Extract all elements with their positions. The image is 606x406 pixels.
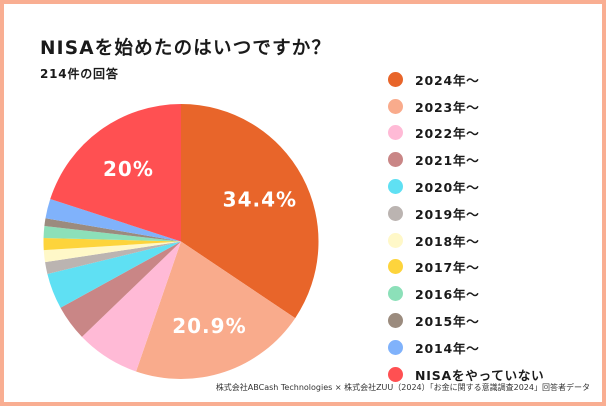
legend-label: 2020年〜 bbox=[415, 180, 480, 196]
legend-label: 2024年〜 bbox=[415, 72, 480, 88]
legend-color-dot-icon bbox=[388, 205, 403, 221]
pie-slice-2 bbox=[81, 241, 181, 372]
slice-data-label-11: 20% bbox=[103, 157, 154, 181]
legend-label: 2022年〜 bbox=[415, 126, 480, 142]
pie-slice-0 bbox=[181, 104, 319, 319]
legend-color-dot-icon bbox=[388, 313, 403, 329]
source-footer: 株式会社ABCash Technologies × 株式会社ZUU（2024）「… bbox=[215, 383, 590, 392]
pie-slice-3 bbox=[60, 241, 182, 337]
legend-color-dot-icon bbox=[388, 152, 403, 168]
legend-color-dot-icon bbox=[388, 366, 403, 382]
legend-label: 2016年〜 bbox=[415, 287, 480, 303]
pie-slice-4 bbox=[47, 241, 182, 308]
legend-color-dot-icon bbox=[388, 98, 403, 114]
legend-color-dot-icon bbox=[388, 71, 403, 87]
legend: 2024年〜 2023年〜 2022年〜 2021年〜 2020年〜 2019年〜 2018… bbox=[388, 66, 544, 388]
legend-label: 2015年〜 bbox=[415, 314, 480, 330]
response-count: 214件の回答 bbox=[40, 67, 119, 81]
pie-slice-11 bbox=[50, 104, 181, 242]
pie-slice-10 bbox=[45, 199, 181, 242]
legend-item: 2017年〜 bbox=[388, 254, 544, 281]
legend-color-dot-icon bbox=[388, 179, 403, 195]
legend-item: 2020年〜 bbox=[388, 173, 544, 200]
legend-label: NISAをやっていない bbox=[415, 367, 545, 383]
legend-item: 2018年〜 bbox=[388, 227, 544, 254]
legend-label: 2018年〜 bbox=[415, 233, 480, 249]
legend-color-dot-icon bbox=[388, 339, 403, 355]
legend-color-dot-icon bbox=[388, 232, 403, 248]
legend-item: 2019年〜 bbox=[388, 200, 544, 227]
pie-slice-9 bbox=[44, 218, 181, 242]
legend-item: 2022年〜 bbox=[388, 120, 544, 147]
slice-data-label-1: 20.9% bbox=[172, 314, 246, 338]
legend-item: 2024年〜 bbox=[388, 66, 544, 93]
legend-item: 2021年〜 bbox=[388, 146, 544, 173]
legend-color-dot-icon bbox=[388, 125, 403, 141]
legend-label: 2023年〜 bbox=[415, 99, 480, 115]
legend-label: 2019年〜 bbox=[415, 206, 480, 222]
legend-color-dot-icon bbox=[388, 259, 403, 275]
legend-item: 2015年〜 bbox=[388, 307, 544, 334]
legend-color-dot-icon bbox=[388, 286, 403, 302]
legend-item: 2023年〜 bbox=[388, 93, 544, 120]
legend-label: 2014年〜 bbox=[415, 340, 480, 356]
legend-label: 2017年〜 bbox=[415, 260, 480, 276]
legend-item: 2016年〜 bbox=[388, 280, 544, 307]
chart-title: NISAを始めたのはいつですか？ bbox=[40, 38, 332, 59]
pie-slice-6 bbox=[43, 241, 181, 263]
pie-slice-1 bbox=[136, 241, 296, 379]
legend-item: NISAをやっていない bbox=[388, 361, 544, 388]
pie-slice-5 bbox=[45, 241, 181, 275]
legend-item: 2014年〜 bbox=[388, 334, 544, 361]
slice-data-label-0: 34.4% bbox=[223, 187, 297, 211]
pie-slice-7 bbox=[43, 238, 182, 251]
legend-label: 2021年〜 bbox=[415, 153, 480, 169]
pie-slice-8 bbox=[43, 225, 181, 242]
